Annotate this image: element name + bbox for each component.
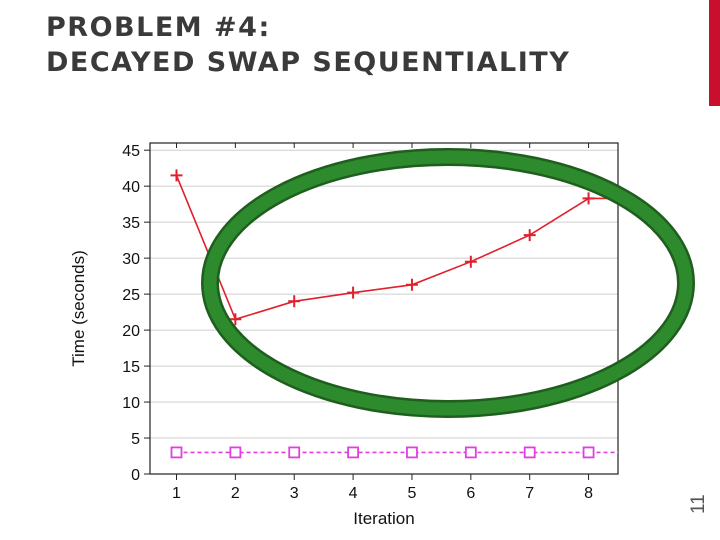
- y-axis-ticks: 0 5 10 15 20 25 30 35 40 45: [122, 143, 150, 484]
- data-point-square: [582, 446, 595, 459]
- x-axis-label: Iteration: [353, 509, 414, 528]
- series-1: [170, 446, 618, 459]
- y-tick-label: 10: [122, 395, 140, 412]
- data-point-plus: [347, 286, 360, 299]
- data-point-square: [229, 446, 242, 459]
- y-tick-label: 35: [122, 215, 140, 232]
- accent-bar: [709, 0, 720, 106]
- data-point-square: [523, 446, 536, 459]
- slide-title: PROBLEM #4: DECAYED SWAP SEQUENTIALITY: [46, 10, 570, 80]
- x-tick-label: 3: [290, 485, 299, 502]
- data-point-plus: [582, 192, 595, 205]
- data-point-plus: [405, 278, 418, 291]
- data-point-square: [288, 446, 301, 459]
- x-tick-label: 1: [172, 485, 181, 502]
- plot-frame: [149, 142, 619, 475]
- data-point-square: [170, 446, 183, 459]
- y-tick-label: 25: [122, 287, 140, 304]
- plot-border: [149, 142, 619, 475]
- y-tick-label: 20: [122, 323, 140, 340]
- x-tick-label: 4: [349, 485, 358, 502]
- data-point-plus: [464, 255, 477, 268]
- data-point-plus: [170, 169, 183, 182]
- y-tick-label: 45: [122, 143, 140, 160]
- x-tick-label: 6: [466, 485, 475, 502]
- x-tick-label: 2: [231, 485, 240, 502]
- x-axis-ticks: 1 2 3 4 5 6 7 8: [172, 143, 593, 502]
- data-point-plus: [229, 313, 242, 326]
- data-point-square: [406, 446, 418, 459]
- highlight-ellipse: [203, 150, 693, 416]
- y-tick-label: 0: [131, 467, 140, 484]
- x-tick-label: 8: [584, 485, 593, 502]
- data-point-square: [347, 446, 359, 459]
- annotation-layer: [201, 148, 695, 418]
- series-line: [175, 175, 618, 321]
- title-line-1: PROBLEM #4:: [46, 12, 271, 43]
- x-tick-label: 5: [408, 485, 417, 502]
- data-point-plus: [523, 229, 536, 242]
- y-tick-label: 30: [122, 251, 140, 268]
- y-axis-label: Time (seconds): [69, 250, 88, 367]
- y-tick-label: 15: [122, 359, 140, 376]
- data-point-plus: [288, 295, 301, 308]
- y-tick-label: 40: [122, 179, 140, 196]
- x-tick-label: 7: [525, 485, 534, 502]
- data-point-square: [464, 446, 477, 459]
- y-tick-label: 5: [131, 431, 140, 448]
- title-line-2: DECAYED SWAP SEQUENTIALITY: [46, 47, 571, 78]
- series-layer: [170, 169, 618, 459]
- series-0: [170, 169, 618, 326]
